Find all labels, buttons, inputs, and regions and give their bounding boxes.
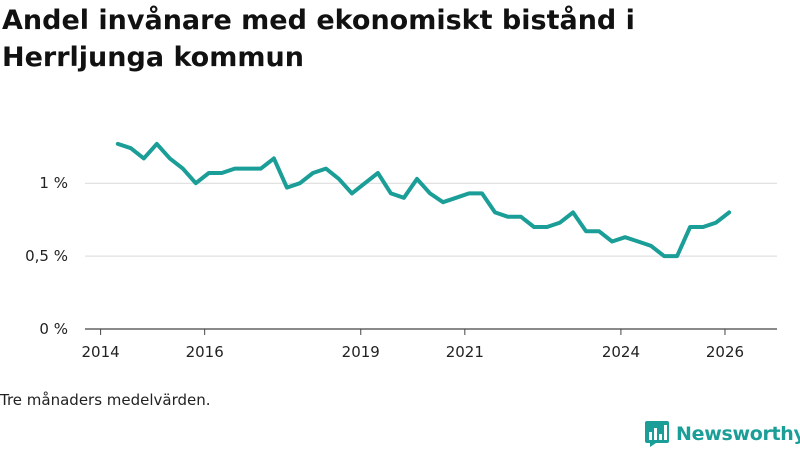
x-tick-label: 2014	[82, 343, 120, 361]
series-line	[115, 141, 732, 259]
brand-name: Newsworthy	[676, 423, 800, 445]
x-tick-label: 2016	[186, 343, 224, 361]
chart-note: Tre månaders medelvärden.	[0, 391, 211, 409]
x-tick-label: 2021	[446, 343, 484, 361]
x-tick-label: 2019	[342, 343, 380, 361]
x-tick-label: 2024	[602, 343, 640, 361]
y-axis-ticks: 0 % 0,5 % 1 %	[25, 174, 68, 338]
y-tick-label: 1 %	[39, 174, 68, 192]
x-tick-label: 2026	[706, 343, 744, 361]
series-layer	[115, 141, 732, 259]
newsworthy-logo[interactable]: Newsworthy	[644, 420, 800, 448]
y-tick-label: 0 %	[39, 320, 68, 338]
chart-title: Andel invånare med ekonomiskt bistånd i …	[2, 5, 635, 73]
newsworthy-bar-chart-icon	[645, 421, 669, 447]
y-tick-label: 0,5 %	[25, 247, 68, 265]
x-axis-ticks: 2014 2016 2019 2021 2024 2026	[82, 329, 744, 361]
